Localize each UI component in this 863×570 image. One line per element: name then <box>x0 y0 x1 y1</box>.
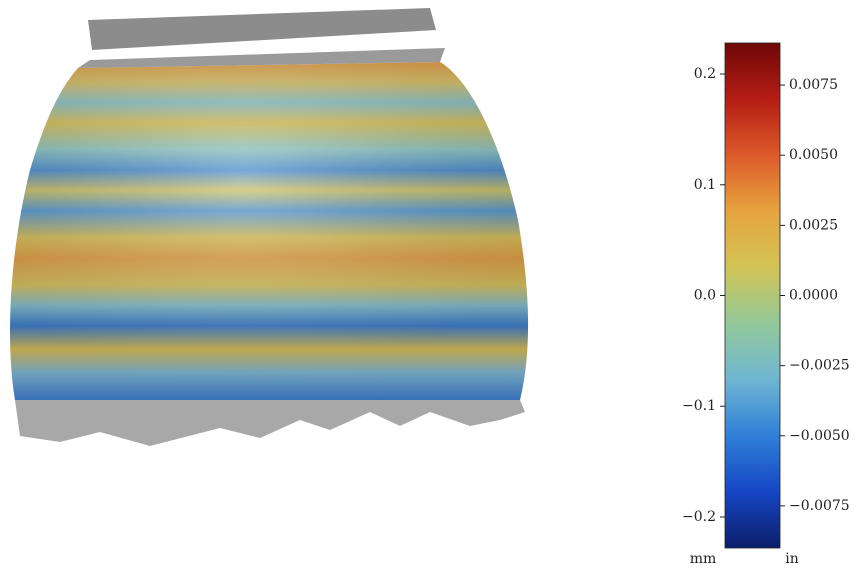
render <box>10 8 529 446</box>
y2-tick-label: 0.0050 <box>789 147 838 163</box>
y2-tick-label: 0.0075 <box>789 77 838 93</box>
y2-tick-label: −0.0050 <box>789 428 850 444</box>
y2-tick-label: 0.0025 <box>789 217 838 233</box>
y-tick-label: 0.0 <box>694 288 716 304</box>
left-unit: mm <box>690 551 717 567</box>
y-tick-label: 0.1 <box>694 177 716 193</box>
lower-skirt <box>15 400 525 446</box>
surface-shade <box>10 62 529 400</box>
colorbar <box>724 42 781 549</box>
top-ring <box>88 8 436 50</box>
y-tick-label: −0.1 <box>682 398 716 414</box>
y2-tick-label: 0.0000 <box>789 288 838 304</box>
rim <box>78 48 445 68</box>
right-unit: in <box>785 551 799 567</box>
y2-tick-label: −0.0025 <box>789 358 850 374</box>
y-tick-label: 0.2 <box>694 66 716 82</box>
y-tick-label: −0.2 <box>682 509 716 525</box>
y2-tick-label: −0.0075 <box>789 498 850 514</box>
